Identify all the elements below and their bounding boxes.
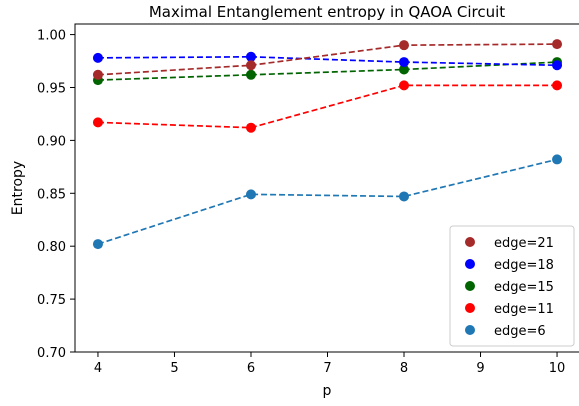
x-tick-label: 4 — [94, 361, 102, 376]
legend-marker — [465, 237, 475, 247]
data-point-edge=15 — [245, 69, 256, 80]
legend-marker — [465, 303, 475, 313]
data-point-edge=15 — [399, 64, 410, 75]
legend-label: edge=6 — [494, 324, 546, 339]
y-tick-label: 0.85 — [37, 187, 66, 202]
x-axis-label: p — [323, 383, 332, 399]
y-axis-label: Entropy — [10, 161, 26, 215]
y-tick-label: 1.00 — [37, 29, 66, 44]
chart-title: Maximal Entanglement entropy in QAOA Cir… — [149, 3, 505, 21]
x-tick-label: 7 — [323, 361, 331, 376]
data-point-edge=18 — [552, 60, 563, 71]
data-point-edge=21 — [399, 40, 410, 51]
legend: edge=21 edge=18 edge=15 edge=11 edge=6 — [449, 225, 575, 347]
plot-area — [92, 39, 563, 250]
series-line-edge=11 — [97, 84, 558, 129]
legend-box — [449, 225, 575, 347]
data-point-edge=6 — [245, 189, 256, 200]
legend-marker — [465, 281, 475, 291]
x-axis: 4 5 6 7 8 9 10 — [94, 352, 566, 376]
legend-marker — [465, 325, 475, 335]
y-tick-label: 0.80 — [37, 240, 66, 255]
legend-label: edge=15 — [494, 280, 554, 295]
series-line-edge=18 — [97, 55, 558, 67]
data-point-edge=18 — [399, 57, 410, 68]
y-tick-label: 0.95 — [37, 81, 66, 96]
x-tick-label: 5 — [170, 361, 178, 376]
legend-label: edge=21 — [494, 236, 554, 251]
data-point-edge=11 — [399, 80, 410, 91]
series-line-edge=21 — [97, 43, 558, 76]
series-line-edge=15 — [97, 61, 558, 81]
data-point-edge=11 — [245, 122, 256, 133]
data-point-edge=18 — [245, 51, 256, 62]
x-tick-label: 9 — [476, 361, 484, 376]
y-axis: 0.70 0.75 0.80 0.85 0.90 0.95 1.00 — [37, 29, 75, 361]
data-point-edge=6 — [399, 191, 410, 202]
legend-label: edge=11 — [494, 302, 554, 317]
data-point-edge=6 — [92, 239, 103, 250]
legend-marker — [465, 259, 475, 269]
data-point-edge=6 — [552, 154, 563, 165]
data-point-edge=18 — [92, 52, 103, 63]
data-point-edge=11 — [92, 117, 103, 128]
x-tick-label: 6 — [247, 361, 255, 376]
data-point-edge=21 — [552, 39, 563, 50]
y-tick-label: 0.75 — [37, 293, 66, 308]
x-tick-label: 8 — [400, 361, 408, 376]
y-tick-label: 0.70 — [37, 346, 66, 361]
data-point-edge=11 — [552, 80, 563, 91]
series-line-edge=6 — [97, 158, 558, 245]
data-point-edge=21 — [92, 69, 103, 80]
y-tick-label: 0.90 — [37, 134, 66, 149]
legend-label: edge=18 — [494, 258, 554, 273]
x-tick-label: 10 — [549, 361, 566, 376]
data-point-edge=21 — [245, 60, 256, 71]
